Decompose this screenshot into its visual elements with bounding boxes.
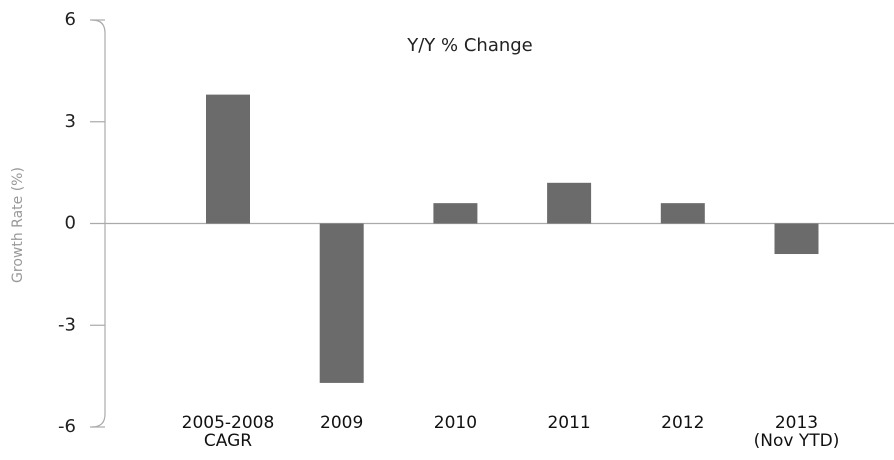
- x-tick-label: 2012: [661, 413, 705, 433]
- bar: [660, 203, 705, 224]
- bar: [433, 203, 478, 224]
- y-tick-label: 0: [65, 213, 76, 234]
- bar: [774, 223, 819, 255]
- x-tick-label: 2005-2008 CAGR: [181, 413, 275, 451]
- x-tick-label: 2009: [320, 413, 364, 433]
- bar: [547, 182, 592, 224]
- y-axis-label: Growth Rate (%): [10, 167, 26, 283]
- x-tick-label: 2010: [433, 413, 478, 433]
- y-tick-label: 3: [65, 111, 76, 132]
- bar: [319, 223, 364, 383]
- y-tick-label: -3: [58, 314, 76, 335]
- y-tick-label: -6: [58, 416, 76, 437]
- bar: [206, 94, 250, 224]
- x-tick-label: 2013 (Nov YTD): [753, 413, 840, 451]
- chart-title: Y/Y % Change: [406, 35, 533, 56]
- x-tick-label: 2011: [547, 413, 591, 433]
- y-tick-label: 6: [65, 9, 76, 30]
